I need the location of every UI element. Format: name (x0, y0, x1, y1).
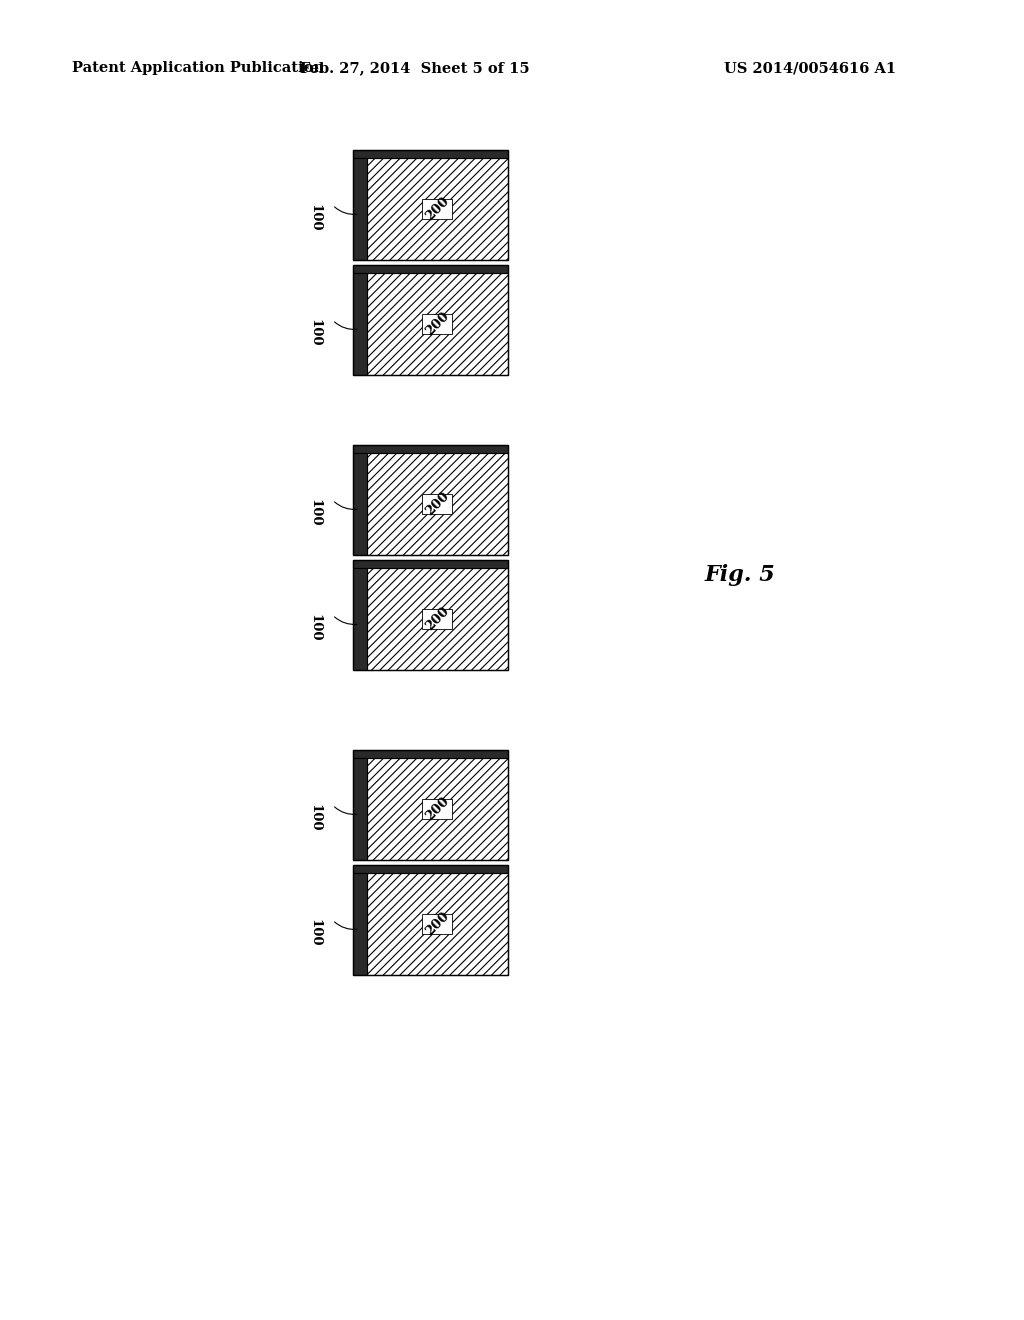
Bar (352, 758, 367, 861)
Bar (352, 150, 508, 260)
FancyArrowPatch shape (335, 921, 356, 929)
Bar (367, 453, 508, 554)
Text: 200: 200 (423, 490, 452, 519)
Text: 200: 200 (423, 909, 452, 939)
Text: Patent Application Publication: Patent Application Publication (72, 61, 324, 75)
Text: 200: 200 (423, 310, 452, 338)
Text: 100: 100 (308, 614, 321, 642)
FancyArrowPatch shape (335, 322, 356, 330)
Bar (352, 158, 367, 260)
Bar (367, 273, 508, 375)
Text: Feb. 27, 2014  Sheet 5 of 15: Feb. 27, 2014 Sheet 5 of 15 (300, 61, 529, 75)
FancyArrowPatch shape (335, 616, 356, 624)
Text: 100: 100 (308, 919, 321, 946)
Text: 200: 200 (423, 795, 452, 824)
Bar (422, 314, 452, 334)
Text: US 2014/0054616 A1: US 2014/0054616 A1 (724, 61, 896, 75)
Bar (352, 265, 508, 273)
Bar (352, 750, 508, 758)
Bar (352, 873, 367, 975)
Bar (367, 158, 508, 260)
FancyArrowPatch shape (335, 502, 356, 510)
Bar (367, 758, 508, 861)
Bar (352, 265, 508, 375)
Bar (352, 273, 367, 375)
Text: 100: 100 (308, 319, 321, 347)
Bar (352, 865, 508, 975)
FancyArrowPatch shape (335, 807, 356, 814)
Bar (352, 750, 508, 861)
Bar (352, 150, 508, 158)
Bar (367, 568, 508, 671)
Bar (422, 494, 452, 513)
Text: 100: 100 (308, 499, 321, 527)
Text: Fig. 5: Fig. 5 (705, 564, 775, 586)
Text: 100: 100 (308, 205, 321, 232)
Bar (352, 568, 367, 671)
Bar (422, 199, 452, 219)
Bar (352, 445, 508, 554)
Bar (422, 913, 452, 935)
Bar (422, 799, 452, 818)
Text: 200: 200 (423, 605, 452, 634)
Bar (367, 873, 508, 975)
Bar (352, 560, 508, 568)
Bar (352, 560, 508, 671)
Bar (422, 609, 452, 630)
Text: 100: 100 (308, 804, 321, 832)
Bar (352, 865, 508, 873)
Bar (352, 445, 508, 453)
FancyArrowPatch shape (335, 207, 356, 214)
Text: 200: 200 (423, 194, 452, 223)
Bar (352, 453, 367, 554)
